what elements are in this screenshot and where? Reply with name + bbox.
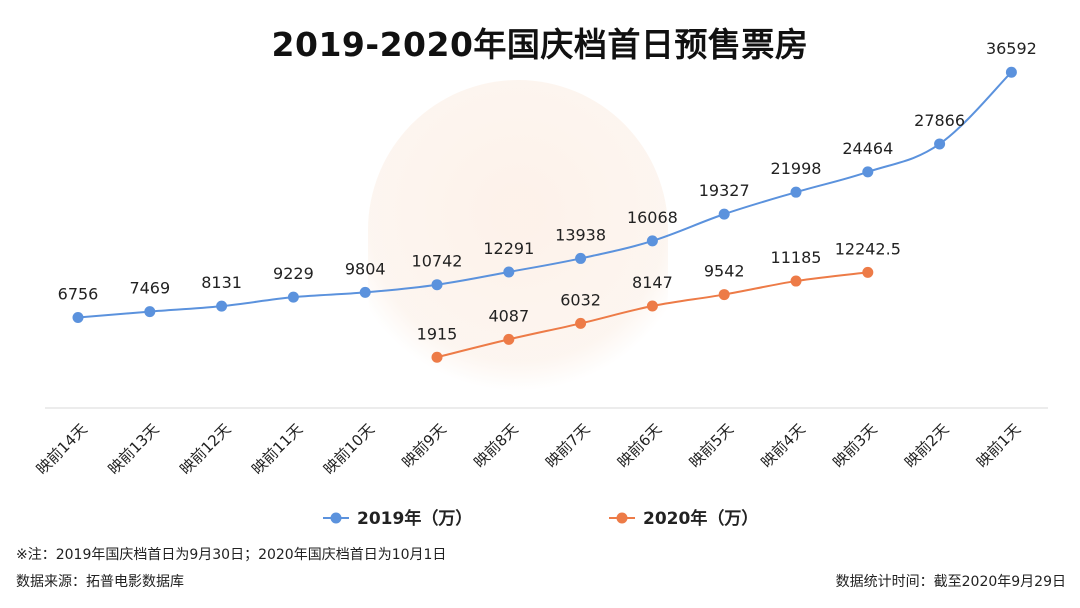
series-1-data-label: 24464 (842, 139, 893, 158)
legend-1-label: 2019年（万） (357, 508, 472, 529)
x-tick-label: 映前3天 (829, 420, 880, 471)
x-tick-label: 映前14天 (33, 420, 91, 478)
chart-title: 2019-2020年国庆档首日预售票房 (271, 25, 809, 64)
series-1-point (287, 291, 299, 303)
series-1-data-label: 6756 (58, 284, 99, 303)
series-1-data-label: 27866 (914, 111, 965, 130)
series-1-data-label: 8131 (201, 273, 242, 292)
series-2-data-label: 6032 (560, 290, 601, 309)
legend-2-label: 2020年（万） (643, 508, 758, 529)
series-2-data-label: 4087 (488, 306, 529, 325)
series-1-point (646, 235, 658, 247)
data-source: 数据来源：拓普电影数据库 (16, 574, 184, 590)
series-1-data-label: 7469 (129, 279, 170, 298)
series-1-data-label: 13938 (555, 225, 606, 244)
x-tick-label: 映前2天 (901, 420, 952, 471)
stat-time: 数据统计时间：截至2020年9月29日 (835, 574, 1066, 590)
series-1-point (216, 300, 228, 312)
series-1-point (1005, 66, 1017, 78)
series-1-point (934, 138, 946, 150)
x-tick-label: 映前8天 (470, 420, 521, 471)
x-tick-label: 映前6天 (614, 420, 665, 471)
x-tick-label: 映前1天 (973, 420, 1024, 471)
series-1-point (862, 166, 874, 178)
legend-2-marker (616, 512, 628, 524)
series-1-point (72, 311, 84, 323)
series-2-data-label: 9542 (704, 262, 745, 281)
series-2-point (718, 289, 730, 301)
series-2-data-label: 12242.5 (835, 239, 901, 258)
footnote: ※注：2019年国庆档首日为9月30日；2020年国庆档首日为10月1日 (16, 547, 447, 563)
series-1-data-label: 9804 (345, 259, 386, 278)
series-1-point (575, 252, 587, 264)
x-tick-label: 映前9天 (399, 420, 450, 471)
series-2-point (790, 275, 802, 287)
series-1-data-label: 12291 (483, 239, 534, 258)
x-tick-label: 映前12天 (176, 420, 234, 478)
x-tick-label: 映前5天 (686, 420, 737, 471)
series-1-data-label: 10742 (412, 252, 463, 271)
series-2-point (431, 351, 443, 363)
x-tick-label: 映前7天 (542, 420, 593, 471)
series-2-data-label: 1915 (417, 324, 458, 343)
series-1-data-label: 36592 (986, 39, 1037, 58)
background-watermark (368, 80, 668, 410)
series-1-point (503, 266, 515, 278)
x-tick-label: 映前10天 (320, 420, 378, 478)
series-1-point (718, 208, 730, 220)
series-1-data-label: 16068 (627, 208, 678, 227)
x-tick-label: 映前13天 (105, 420, 163, 478)
series-1-point (431, 279, 443, 291)
legend-1-marker (330, 512, 342, 524)
series-2-point (862, 266, 874, 278)
series-1-data-label: 19327 (699, 181, 750, 200)
series-1-point (359, 286, 371, 298)
series-2-point (575, 317, 587, 329)
series-1-point (144, 306, 156, 318)
series-1-data-label: 21998 (771, 159, 822, 178)
x-tick-label: 映前11天 (248, 420, 306, 478)
x-tick-label: 映前4天 (758, 420, 809, 471)
series-2-point (503, 333, 515, 345)
series-1-point (790, 186, 802, 198)
series-2-point (646, 300, 658, 312)
series-2-data-label: 11185 (771, 248, 822, 267)
series-2-data-label: 8147 (632, 273, 673, 292)
series-1-data-label: 9229 (273, 264, 314, 283)
